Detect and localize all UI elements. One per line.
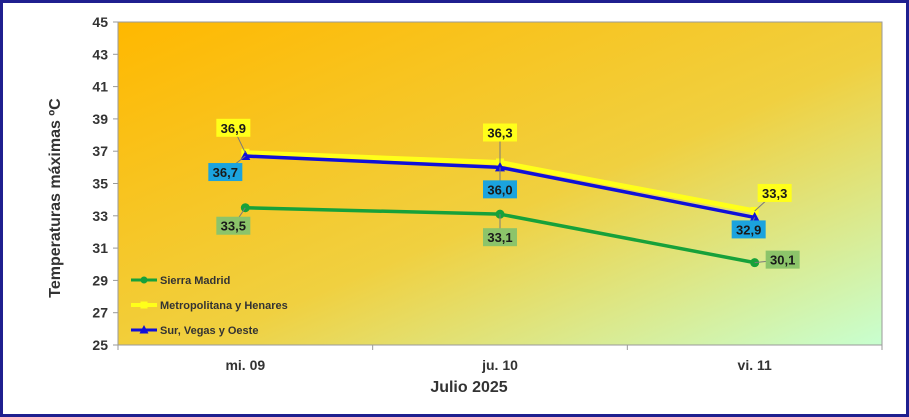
data-label-box — [765, 250, 800, 269]
y-tick-label: 35 — [92, 176, 108, 192]
data-label: 33,1 — [487, 230, 512, 245]
data-label: 36,7 — [213, 165, 238, 180]
data-label: 30,1 — [770, 253, 795, 268]
x-tick-label: ju. 10 — [481, 357, 518, 373]
y-tick-label: 39 — [92, 111, 108, 127]
data-label-box — [757, 183, 792, 202]
legend-label: Sierra Madrid — [160, 275, 230, 287]
y-tick-label: 45 — [92, 14, 108, 30]
y-tick-label: 43 — [92, 46, 108, 62]
data-label-box — [208, 163, 243, 182]
y-axis-title: Temperaturas máximas ºC — [47, 98, 64, 298]
y-tick-label: 31 — [92, 240, 108, 256]
y-tick-label: 33 — [92, 208, 108, 224]
y-tick-label: 37 — [92, 143, 108, 159]
legend-label: Sur, Vegas y Oeste — [160, 325, 258, 337]
data-label-box — [216, 216, 251, 235]
legend: Sierra Madrid Metropolitana y Henares Sur,… — [131, 275, 288, 337]
x-axis: mi. 09 ju. 10 vi. 11 — [117, 345, 883, 373]
legend-marker — [140, 301, 148, 309]
data-label: 36,9 — [221, 121, 246, 136]
legend-label: Metropolitana y Henares — [160, 300, 288, 312]
y-tick-label: 27 — [92, 305, 108, 321]
data-label-box — [483, 228, 517, 247]
y-tick-label: 29 — [92, 272, 108, 288]
data-label: 36,3 — [487, 126, 512, 141]
y-tick-label: 25 — [92, 337, 108, 353]
x-tick-label: vi. 11 — [738, 357, 772, 373]
data-point-sur-vegas-y-oeste — [749, 211, 760, 222]
data-label-box — [483, 123, 517, 142]
data-label: 33,3 — [762, 186, 787, 201]
legend-marker — [140, 276, 148, 284]
data-point-sur-vegas-y-oeste — [495, 161, 505, 172]
data-label: 32,9 — [736, 222, 761, 237]
x-axis-title: Julio 2025 — [430, 379, 507, 396]
x-tick-label: mi. 09 — [225, 357, 265, 373]
data-label: 33,5 — [221, 219, 246, 234]
y-axis: 25 27 29 31 33 35 37 39 41 43 45 — [92, 14, 118, 353]
legend-marker — [139, 325, 149, 334]
data-labels-layer: 33,5 33,1 30,1 36,9 36,3 33,3 36,7 36,0 32,9 — [208, 118, 800, 269]
data-label: 36,0 — [487, 182, 512, 197]
data-label-box — [216, 118, 251, 137]
data-label-box — [731, 220, 766, 239]
data-label-box — [483, 180, 517, 199]
y-tick-label: 41 — [92, 79, 108, 95]
